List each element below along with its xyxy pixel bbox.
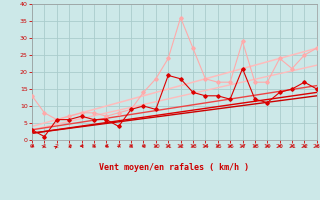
X-axis label: Vent moyen/en rafales ( km/h ): Vent moyen/en rafales ( km/h ) bbox=[100, 163, 249, 172]
